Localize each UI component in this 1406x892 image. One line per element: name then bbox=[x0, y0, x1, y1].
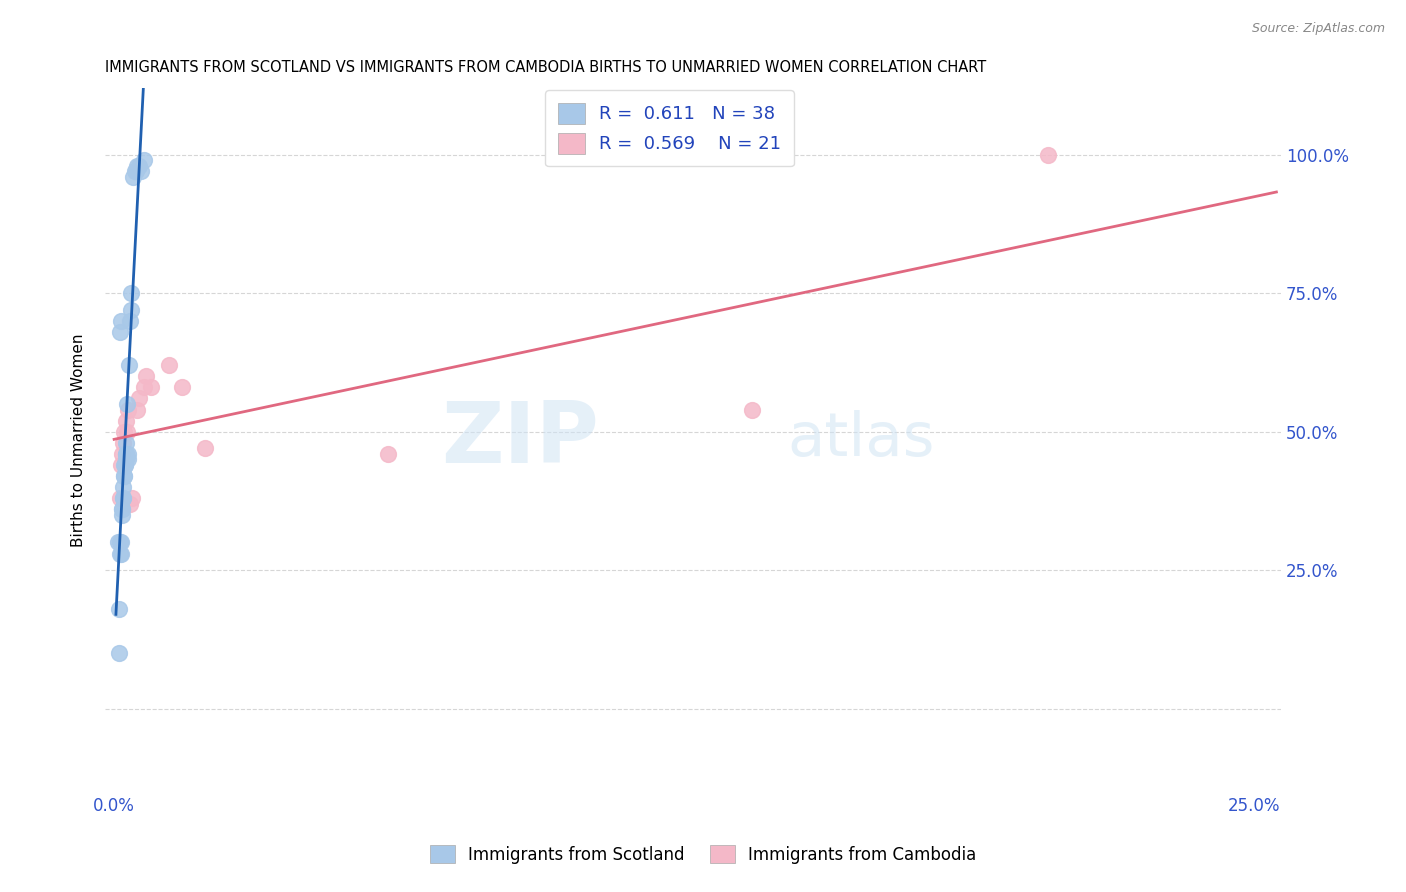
Y-axis label: Births to Unmarried Women: Births to Unmarried Women bbox=[72, 334, 86, 547]
Legend: Immigrants from Scotland, Immigrants from Cambodia: Immigrants from Scotland, Immigrants fro… bbox=[423, 838, 983, 871]
Point bbox=[120, 314, 142, 328]
Text: ZIP: ZIP bbox=[441, 399, 599, 482]
Point bbox=[110, 314, 132, 328]
Point bbox=[157, 358, 180, 372]
Point bbox=[118, 358, 141, 372]
Point bbox=[115, 435, 138, 450]
Point bbox=[194, 442, 217, 456]
Point bbox=[112, 480, 135, 494]
Point bbox=[117, 447, 139, 461]
Point bbox=[741, 402, 763, 417]
Point bbox=[111, 491, 134, 505]
Point bbox=[108, 535, 131, 549]
Text: Source: ZipAtlas.com: Source: ZipAtlas.com bbox=[1251, 22, 1385, 36]
Point bbox=[108, 547, 131, 561]
Point bbox=[132, 380, 155, 394]
Point bbox=[124, 164, 146, 178]
Point bbox=[112, 458, 135, 472]
Point bbox=[112, 469, 135, 483]
Point bbox=[107, 646, 129, 660]
Point bbox=[108, 491, 131, 505]
Point bbox=[125, 159, 148, 173]
Point bbox=[107, 602, 129, 616]
Text: IMMIGRANTS FROM SCOTLAND VS IMMIGRANTS FROM CAMBODIA BIRTHS TO UNMARRIED WOMEN C: IMMIGRANTS FROM SCOTLAND VS IMMIGRANTS F… bbox=[105, 60, 986, 75]
Point bbox=[120, 286, 142, 301]
Legend: R =  0.611   N = 38, R =  0.569    N = 21: R = 0.611 N = 38, R = 0.569 N = 21 bbox=[546, 90, 794, 166]
Point bbox=[110, 535, 132, 549]
Point bbox=[132, 153, 155, 168]
Point bbox=[139, 380, 162, 394]
Point bbox=[111, 508, 134, 522]
Text: atlas: atlas bbox=[787, 410, 935, 469]
Point bbox=[121, 491, 143, 505]
Point bbox=[112, 469, 135, 483]
Point bbox=[377, 447, 399, 461]
Point bbox=[107, 535, 129, 549]
Point bbox=[128, 159, 150, 173]
Point bbox=[110, 325, 132, 339]
Point bbox=[135, 369, 157, 384]
Point bbox=[131, 164, 153, 178]
Point bbox=[120, 497, 142, 511]
Point bbox=[114, 452, 136, 467]
Point bbox=[110, 547, 132, 561]
Point bbox=[115, 425, 138, 439]
Point bbox=[112, 491, 135, 505]
Point bbox=[112, 435, 135, 450]
Point bbox=[111, 502, 134, 516]
Point bbox=[115, 397, 138, 411]
Point bbox=[114, 414, 136, 428]
Point bbox=[117, 452, 139, 467]
Point bbox=[128, 392, 150, 406]
Point bbox=[122, 169, 145, 184]
Point bbox=[110, 458, 132, 472]
Point bbox=[125, 164, 148, 178]
Point bbox=[114, 447, 136, 461]
Point bbox=[115, 447, 138, 461]
Point bbox=[120, 302, 142, 317]
Point bbox=[111, 502, 134, 516]
Point bbox=[112, 425, 135, 439]
Point bbox=[111, 447, 134, 461]
Point bbox=[1038, 147, 1060, 161]
Point bbox=[125, 402, 148, 417]
Point bbox=[114, 458, 136, 472]
Point bbox=[172, 380, 194, 394]
Point bbox=[117, 402, 139, 417]
Point bbox=[114, 458, 136, 472]
